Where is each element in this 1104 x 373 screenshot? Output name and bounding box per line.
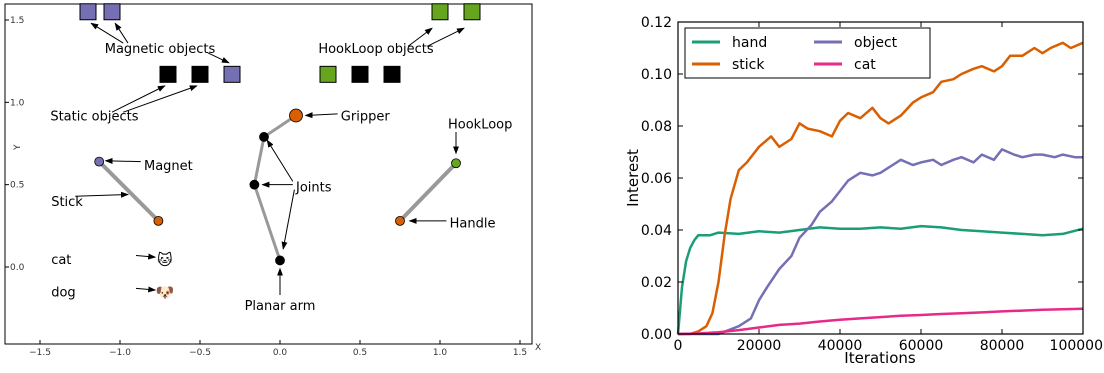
arm-segment [252,184,282,261]
interest-y-tick-label: 0.10 [641,67,672,83]
arm-joint [275,255,285,266]
interest-x-tick-label: 20000 [737,338,782,354]
legend-label-cat: cat [854,57,876,73]
magnetic-object [223,65,241,83]
legend-label-hand: hand [732,35,767,51]
hookloop-tool-handle [395,215,405,226]
environment-annotation: Magnetic objects [105,42,216,57]
environment-frame [4,3,533,345]
environment-y-tick-label: 0.5 [10,181,24,191]
interest-x-label: Iterations [844,349,916,367]
environment-x-tick-label: 1.0 [433,348,448,358]
environment-annotation: HookLoop objects [318,42,434,57]
environment-x-label: X [535,343,541,353]
legend-box [684,27,931,79]
interest-y-tick-label: 0.12 [641,15,672,31]
environment-x-tick-label: 0.0 [273,348,288,358]
environment-annotation: dog [51,286,75,301]
gripper [289,108,303,123]
environment-panel: −1.5 −1.0 −0.5 0.0 0.5 1.0 1.5 0.0 0.5 1.0 1.5 X Y… [4,3,541,358]
series-line-object [678,148,1083,336]
hookloop-tool-end [451,158,461,169]
environment-annotation: Magnet [144,159,193,174]
interest-x-tick-label: 80000 [980,338,1025,354]
environment-annotation: cat [51,253,71,268]
environment-annotation: Planar arm [245,299,316,314]
static-object [351,65,369,83]
arm-segment [252,136,266,185]
hookloop-object [319,65,337,83]
series-line-stick [678,41,1084,336]
static-object [159,65,177,83]
annotation-arrow [104,157,141,164]
magnetic-object [103,3,121,21]
annotation-arrow [114,22,129,44]
annotation-arrow [266,139,294,182]
series-line-cat [677,307,1084,336]
hookloop-tool-body [398,161,458,223]
interest-x-tick-label: 60000 [899,338,944,354]
interest-x-tick-label: 0 [674,338,683,354]
interest-y-label: Interest [624,149,642,207]
annotation-arrow [281,189,295,250]
environment-annotation: Handle [450,217,496,232]
annotation-arrow [207,52,230,64]
stick-tool-handle [153,215,164,226]
annotation-arrow [304,112,338,119]
environment-y-tick-label: 1.0 [10,98,25,108]
arm-joint [249,179,260,190]
environment-x-tick-label: 1.5 [513,348,527,358]
magnetic-object [79,3,97,21]
static-object [383,65,401,83]
environment-x-tick-label: 0.5 [353,348,367,358]
annotation-arrow [111,85,166,113]
environment-annotation: Gripper [341,110,391,125]
environment-x-tick-label: −1.5 [29,348,51,358]
environment-x-tick-label: −0.5 [189,348,211,358]
interest-y-tick-label: 0.00 [641,327,672,343]
annotation-arrow [123,85,198,113]
arm-joint [259,132,269,142]
annotation-arrow [135,253,157,260]
environment-y-tick-label: 0.0 [10,263,25,273]
environment-annotation: Joints [295,180,332,195]
environment-annotation: Static objects [50,110,138,125]
annotation-arrow [75,191,129,198]
interest-x-tick-label: 100000 [1050,338,1103,354]
interest-y-tick-label: 0.02 [641,275,672,291]
annotation-arrow [90,22,124,44]
environment-y-label: Y [13,144,23,151]
annotation-arrow [426,27,465,47]
static-object [191,65,209,83]
stick-tool-end [94,156,105,167]
cat-distractor-icon: 🐱 [157,251,173,269]
environment-x-tick-label: −1.0 [109,348,131,358]
interest-chart: 0 20000 40000 60000 80000 100000 0.00 0.02 0.04 0… [624,15,1103,367]
interest-x-tick-label: 40000 [818,338,863,354]
environment-y-tick-label: 1.5 [10,16,24,26]
interest-y-tick-label: 0.06 [641,171,672,187]
legend-label-object: object [854,35,898,51]
legend: hand stick object cat [684,27,931,79]
legend-label-stick: stick [732,57,765,73]
stick-tool-body [97,160,160,223]
hookloop-object [463,3,481,21]
series-line-hand [676,224,1084,335]
dog-distractor-icon: 🐶 [155,284,174,302]
interest-y-tick-label: 0.08 [641,119,672,135]
hookloop-object [431,3,449,21]
interest-y-tick-label: 0.04 [641,223,672,239]
environment-annotation: Stick [51,195,83,210]
environment-annotation: HookLoop [448,118,512,133]
annotation-arrow [407,27,433,47]
annotation-arrow [135,286,157,293]
